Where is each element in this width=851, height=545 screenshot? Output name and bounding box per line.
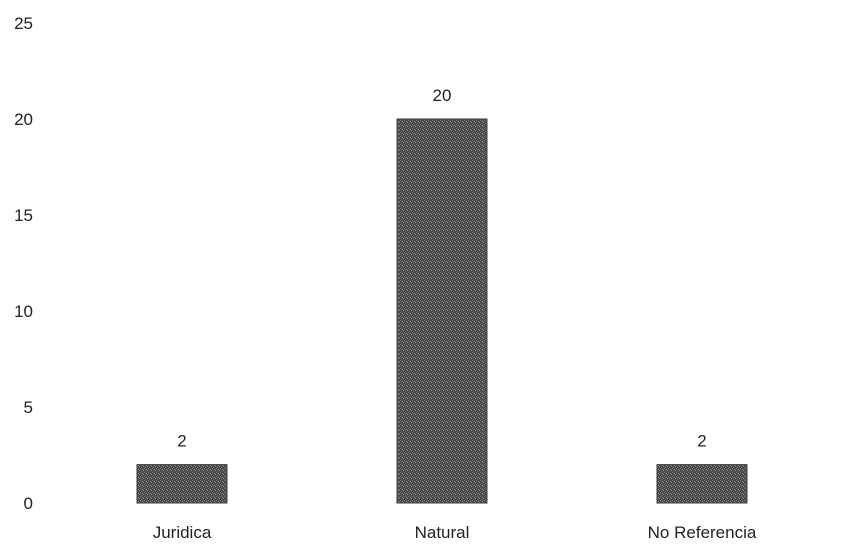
x-category-label: Juridica: [153, 523, 212, 542]
x-category-label: Natural: [415, 523, 470, 542]
y-tick-label: 0: [24, 494, 33, 513]
bars: [136, 118, 748, 504]
data-labels: 2 20 2: [177, 86, 706, 451]
x-category-label: No Referencia: [648, 523, 757, 542]
bar-no-referencia: [656, 464, 748, 504]
y-tick-label: 10: [14, 302, 33, 321]
y-tick-label: 25: [14, 14, 33, 33]
y-axis-tick-labels: 0 5 10 15 20 25: [14, 14, 33, 513]
data-label: 20: [433, 86, 452, 105]
y-tick-label: 15: [14, 206, 33, 225]
y-tick-label: 20: [14, 110, 33, 129]
data-label: 2: [177, 432, 186, 451]
bar-natural: [396, 118, 488, 504]
x-axis-category-labels: Juridica Natural No Referencia: [153, 523, 757, 542]
bar-juridica: [136, 464, 228, 504]
data-label: 2: [697, 432, 706, 451]
y-tick-label: 5: [24, 398, 33, 417]
